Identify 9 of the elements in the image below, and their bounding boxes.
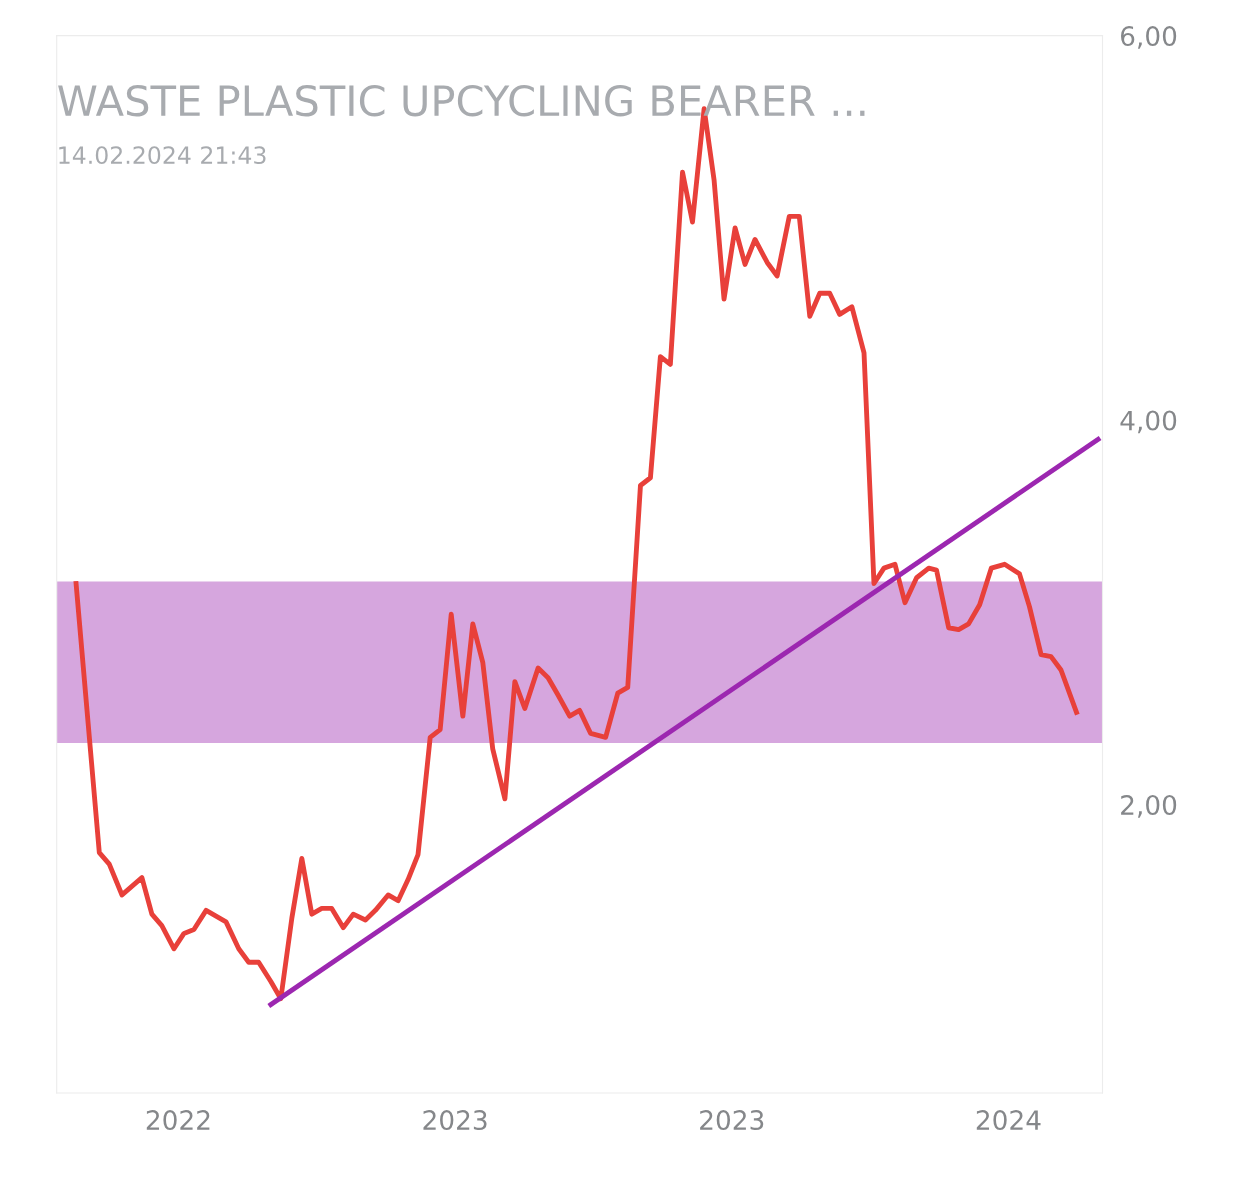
x-tick-label: 2023 <box>423 1110 487 1131</box>
text: WASTE PLASTIC UPCYCLING BEARER ... <box>58 84 865 117</box>
y-tick-label: 6,00 <box>1121 26 1177 49</box>
y-tick-label: 2,00 <box>1121 795 1177 818</box>
x-tick-label: 2022 <box>146 1110 210 1131</box>
x-tick-label: 2023 <box>700 1110 764 1131</box>
text: 14.02.2024 21:43 <box>59 146 266 165</box>
x-tick-label: 2024 <box>976 1110 1041 1131</box>
y-tick-label: 4,00 <box>1120 410 1177 434</box>
